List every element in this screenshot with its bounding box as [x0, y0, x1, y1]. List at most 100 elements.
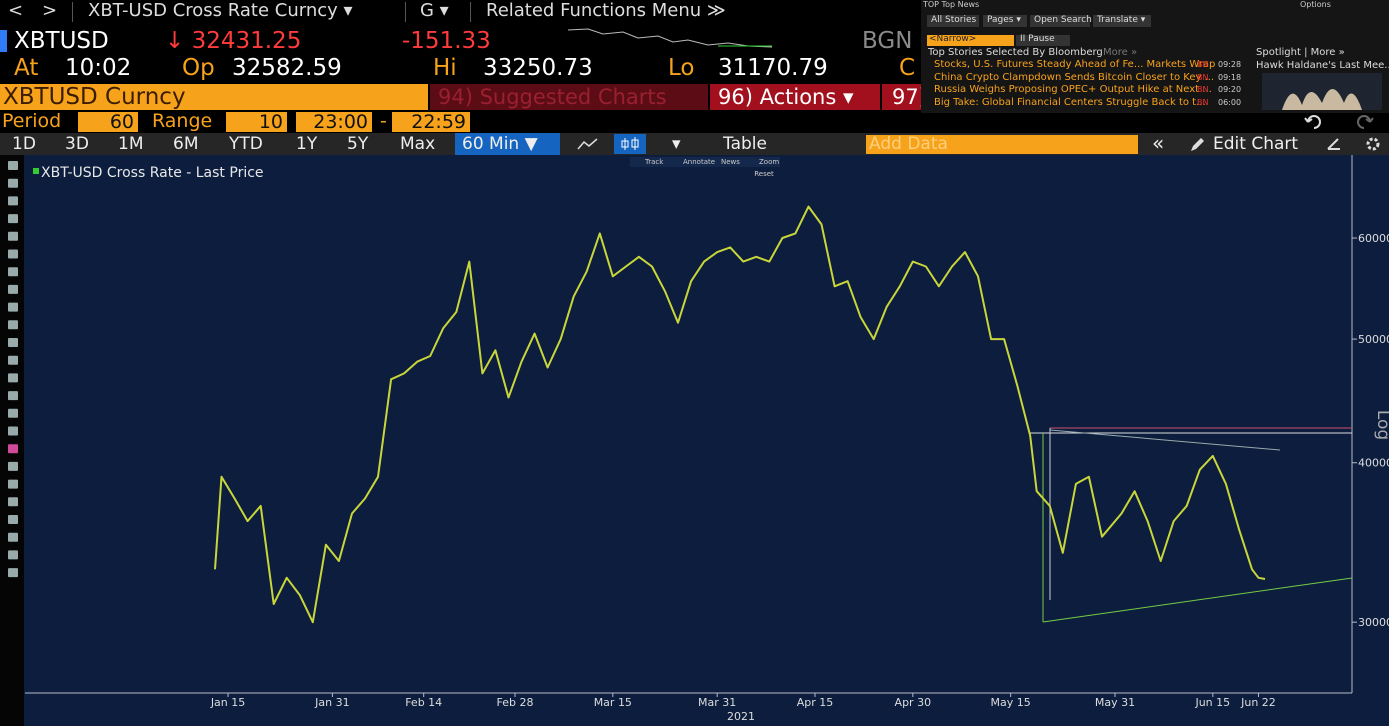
range-button[interactable]: 1Y	[296, 134, 318, 154]
chart-tool[interactable]: Annotate	[683, 158, 715, 166]
forward-button[interactable]: >	[42, 0, 58, 21]
tool-icon	[8, 249, 18, 259]
pencil	[1191, 138, 1204, 151]
x-tick-label: Jan 31	[314, 696, 349, 709]
range-button[interactable]: 5Y	[347, 134, 369, 154]
story-headline[interactable]: China Crypto Clampdown Sends Bitcoin Clo…	[934, 71, 1215, 83]
collapse-button[interactable]: «	[1152, 131, 1165, 155]
actions-menu[interactable]: 96) Actions ▾	[710, 84, 880, 110]
table-button[interactable]: Table	[723, 134, 767, 154]
image-figures	[1282, 89, 1362, 110]
pause-button[interactable]: II Pause	[1016, 35, 1070, 46]
tool-icon	[8, 461, 18, 471]
chart-tool[interactable]: Track	[644, 158, 664, 166]
trendline	[1049, 429, 1281, 451]
back-button[interactable]: <	[8, 0, 24, 21]
chart-bg	[0, 155, 1389, 726]
reset-button[interactable]: Reset	[754, 170, 774, 178]
related-menu[interactable]: Related Functions Menu ≫	[486, 0, 726, 21]
interval-menu[interactable]: 60 Min ▼	[455, 133, 560, 155]
story-source: BN	[1197, 85, 1209, 94]
security-menu[interactable]: XBT-USD Cross Rate Curncy ▾	[88, 0, 353, 21]
start-time[interactable]: 23:00	[296, 112, 372, 132]
x-tick-label: Mar 15	[594, 696, 632, 709]
y-tick-label: 50000	[1358, 333, 1389, 346]
tool-icon	[8, 355, 18, 365]
add-data-input[interactable]: Add Data	[866, 135, 1138, 154]
y-tick-label: 40000	[1358, 457, 1389, 470]
range-dash: -	[380, 110, 387, 132]
sparkline-line	[568, 28, 773, 48]
x-tick-label: May 15	[991, 696, 1031, 709]
range-button[interactable]: Max	[400, 134, 436, 154]
edit-chart[interactable]: Edit Chart	[1213, 134, 1299, 154]
spotlight[interactable]: Spotlight | More »	[1256, 47, 1345, 58]
undo-icon[interactable]	[1304, 115, 1321, 129]
redo-icon[interactable]	[1357, 115, 1374, 129]
tool-icon	[8, 568, 18, 578]
suggested-charts[interactable]: 94) Suggested Charts	[430, 84, 708, 110]
story-time: 09:18	[1218, 72, 1242, 82]
tool-icon	[8, 532, 18, 542]
low-price: 31170.79	[718, 55, 828, 81]
more-menu[interactable]: 97)	[882, 84, 927, 110]
range-button[interactable]: YTD	[229, 134, 263, 154]
log-label: Log	[1373, 410, 1389, 440]
graph-menu[interactable]: G ▾	[420, 0, 449, 21]
news-button[interactable]: Pages ▾	[983, 15, 1027, 27]
news-heading: Top Stories Selected By Bloomberg	[928, 47, 1103, 58]
tool-icon	[8, 515, 18, 524]
x-tick-label: Mar 31	[698, 696, 736, 709]
chart-type-icons	[577, 134, 646, 154]
x-tick-label: Jun 22	[1240, 696, 1276, 709]
end-time[interactable]: 22:59	[392, 112, 470, 132]
separator	[405, 2, 406, 22]
news-more[interactable]: More »	[1103, 47, 1138, 58]
chart-tool[interactable]: Zoom	[759, 158, 779, 166]
range-button[interactable]: 1M	[118, 134, 144, 154]
news-button[interactable]: Translate ▾	[1093, 15, 1151, 27]
more-types[interactable]: ▾	[672, 134, 681, 154]
draw-icon[interactable]	[1327, 138, 1340, 150]
period-label: Period	[2, 110, 62, 132]
x-tick-label: Apr 15	[797, 696, 834, 709]
range-button[interactable]: 6M	[173, 134, 199, 154]
line-icon[interactable]	[577, 138, 598, 150]
tool-icon	[8, 196, 18, 206]
source: BGN	[862, 28, 913, 54]
pencil-icon	[1191, 138, 1204, 151]
tool-icon	[8, 320, 18, 330]
story-time: 09:28	[1218, 60, 1242, 69]
range-button[interactable]: 1D	[12, 134, 36, 154]
high-price: 33250.73	[483, 55, 593, 81]
tool-icon	[8, 284, 18, 294]
ticker: XBTUSD	[14, 28, 109, 54]
news-button[interactable]: All Stories	[927, 15, 979, 27]
news-button[interactable]: Open Search	[1030, 15, 1092, 27]
story-headline[interactable]: Big Take: Global Financial Centers Strug…	[934, 96, 1206, 108]
candle-button[interactable]	[614, 134, 646, 154]
legend-swatch	[33, 168, 39, 174]
price-line	[214, 205, 1266, 624]
tool-icon	[8, 444, 18, 454]
gear-icon[interactable]	[1366, 137, 1380, 151]
tool-icon	[8, 426, 18, 436]
y-tick-label: 30000	[1358, 616, 1389, 629]
separator	[470, 2, 471, 22]
ticker-marker	[0, 30, 7, 52]
range-button[interactable]: 3D	[65, 134, 89, 154]
period-input[interactable]: 60	[78, 112, 138, 132]
sparkline	[568, 28, 773, 48]
story-source: BN	[1197, 97, 1209, 107]
trendline	[1042, 577, 1353, 623]
news-options[interactable]: Options	[1300, 0, 1331, 9]
story-headline[interactable]: Russia Weighs Proposing OPEC+ Output Hik…	[934, 84, 1212, 95]
story-headline[interactable]: Stocks, U.S. Futures Steady Ahead of Fe.…	[934, 59, 1216, 70]
spotlight-story[interactable]: Hawk Haldane's Last Mee...	[1256, 60, 1389, 71]
narrow-input[interactable]: <Narrow>	[927, 35, 1014, 46]
range-input[interactable]: 10	[226, 112, 287, 132]
story-source: BN	[1197, 72, 1209, 82]
tool-icon	[8, 373, 18, 383]
x-tick-label: May 31	[1095, 696, 1135, 709]
chart-tool[interactable]: News	[721, 158, 740, 166]
